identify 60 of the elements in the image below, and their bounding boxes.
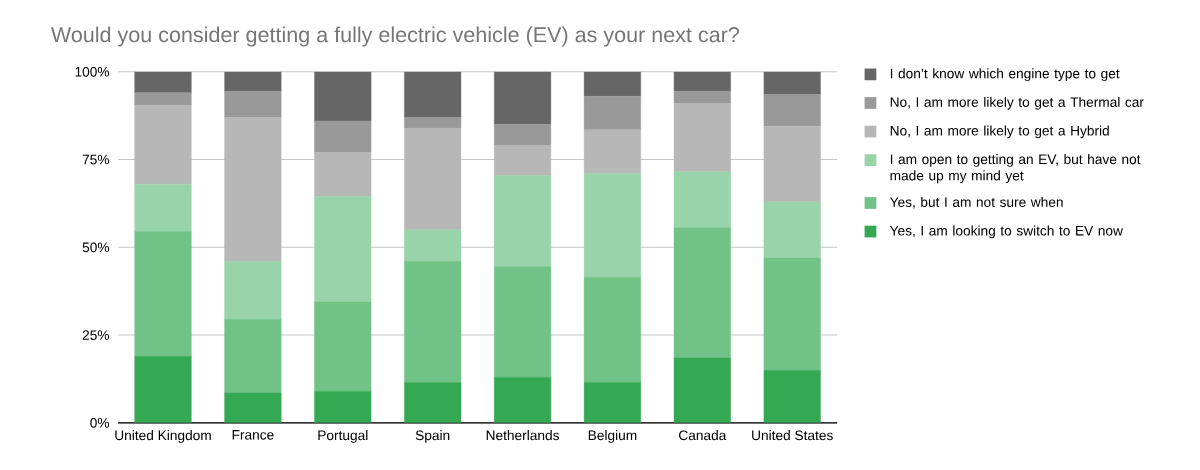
bar — [134, 92, 192, 106]
legend-label: Yes, I am looking to switch to EV now — [889, 225, 1123, 239]
legend-label: Yes, but I am not sure when — [889, 196, 1063, 209]
bar — [224, 319, 282, 394]
legend-label: I am open to getting an EV, but have not made up my mind yet — [890, 154, 1141, 184]
y-tick-label: 0% — [90, 418, 110, 428]
bar — [763, 94, 821, 127]
bar — [763, 370, 821, 423]
x-tick-label: United Kingdom — [115, 430, 211, 443]
chart-title: Would you consider getting a fully electric vehicle (EV) as your next car? — [50, 26, 739, 47]
bar — [673, 103, 731, 173]
bar — [763, 201, 821, 259]
bar — [314, 391, 372, 423]
bar — [404, 229, 462, 262]
bar — [763, 126, 821, 202]
bar — [583, 96, 641, 130]
bar — [494, 266, 552, 378]
bar — [673, 90, 731, 104]
bar — [404, 382, 462, 423]
bar — [583, 129, 641, 174]
bar — [314, 196, 372, 303]
bar — [494, 175, 552, 267]
x-tick-label: France — [232, 430, 274, 440]
bar — [494, 377, 552, 423]
bar — [134, 231, 192, 357]
x-tick-label: Spain — [415, 430, 450, 443]
legend-label: I don’t know which engine type to get — [890, 68, 1120, 82]
x-tick-label: United States — [752, 430, 833, 441]
bar — [583, 382, 641, 423]
y-tick-label: 100% — [75, 67, 110, 77]
bar — [404, 117, 462, 129]
bar — [763, 257, 821, 371]
x-tick-label: Belgium — [588, 430, 637, 443]
x-tick-label: Canada — [679, 430, 727, 441]
bar — [224, 90, 282, 118]
y-tick-label: 75% — [82, 154, 110, 165]
legend-label: No, I am more likely to get a Hybrid — [890, 125, 1109, 139]
bar — [224, 261, 282, 320]
bar — [224, 392, 282, 423]
bar — [134, 105, 192, 185]
bar — [494, 145, 552, 176]
bar — [583, 277, 641, 383]
bar — [314, 301, 372, 392]
bar — [673, 171, 731, 229]
y-tick-label: 25% — [82, 330, 110, 341]
bar — [673, 357, 731, 423]
bar — [134, 184, 192, 232]
bar — [583, 173, 641, 278]
bar — [314, 152, 372, 197]
bar — [404, 261, 462, 383]
x-tick-label: Portugal — [318, 430, 368, 443]
bar — [673, 227, 731, 359]
y-tick-label: 50% — [82, 242, 110, 253]
bar — [494, 124, 552, 146]
bar — [134, 356, 192, 423]
bar — [314, 120, 372, 153]
bar — [224, 117, 282, 262]
legend-label: No, I am more likely to get a Thermal car — [890, 96, 1144, 110]
bar — [404, 127, 462, 231]
x-tick-label: Netherlands — [486, 430, 559, 441]
